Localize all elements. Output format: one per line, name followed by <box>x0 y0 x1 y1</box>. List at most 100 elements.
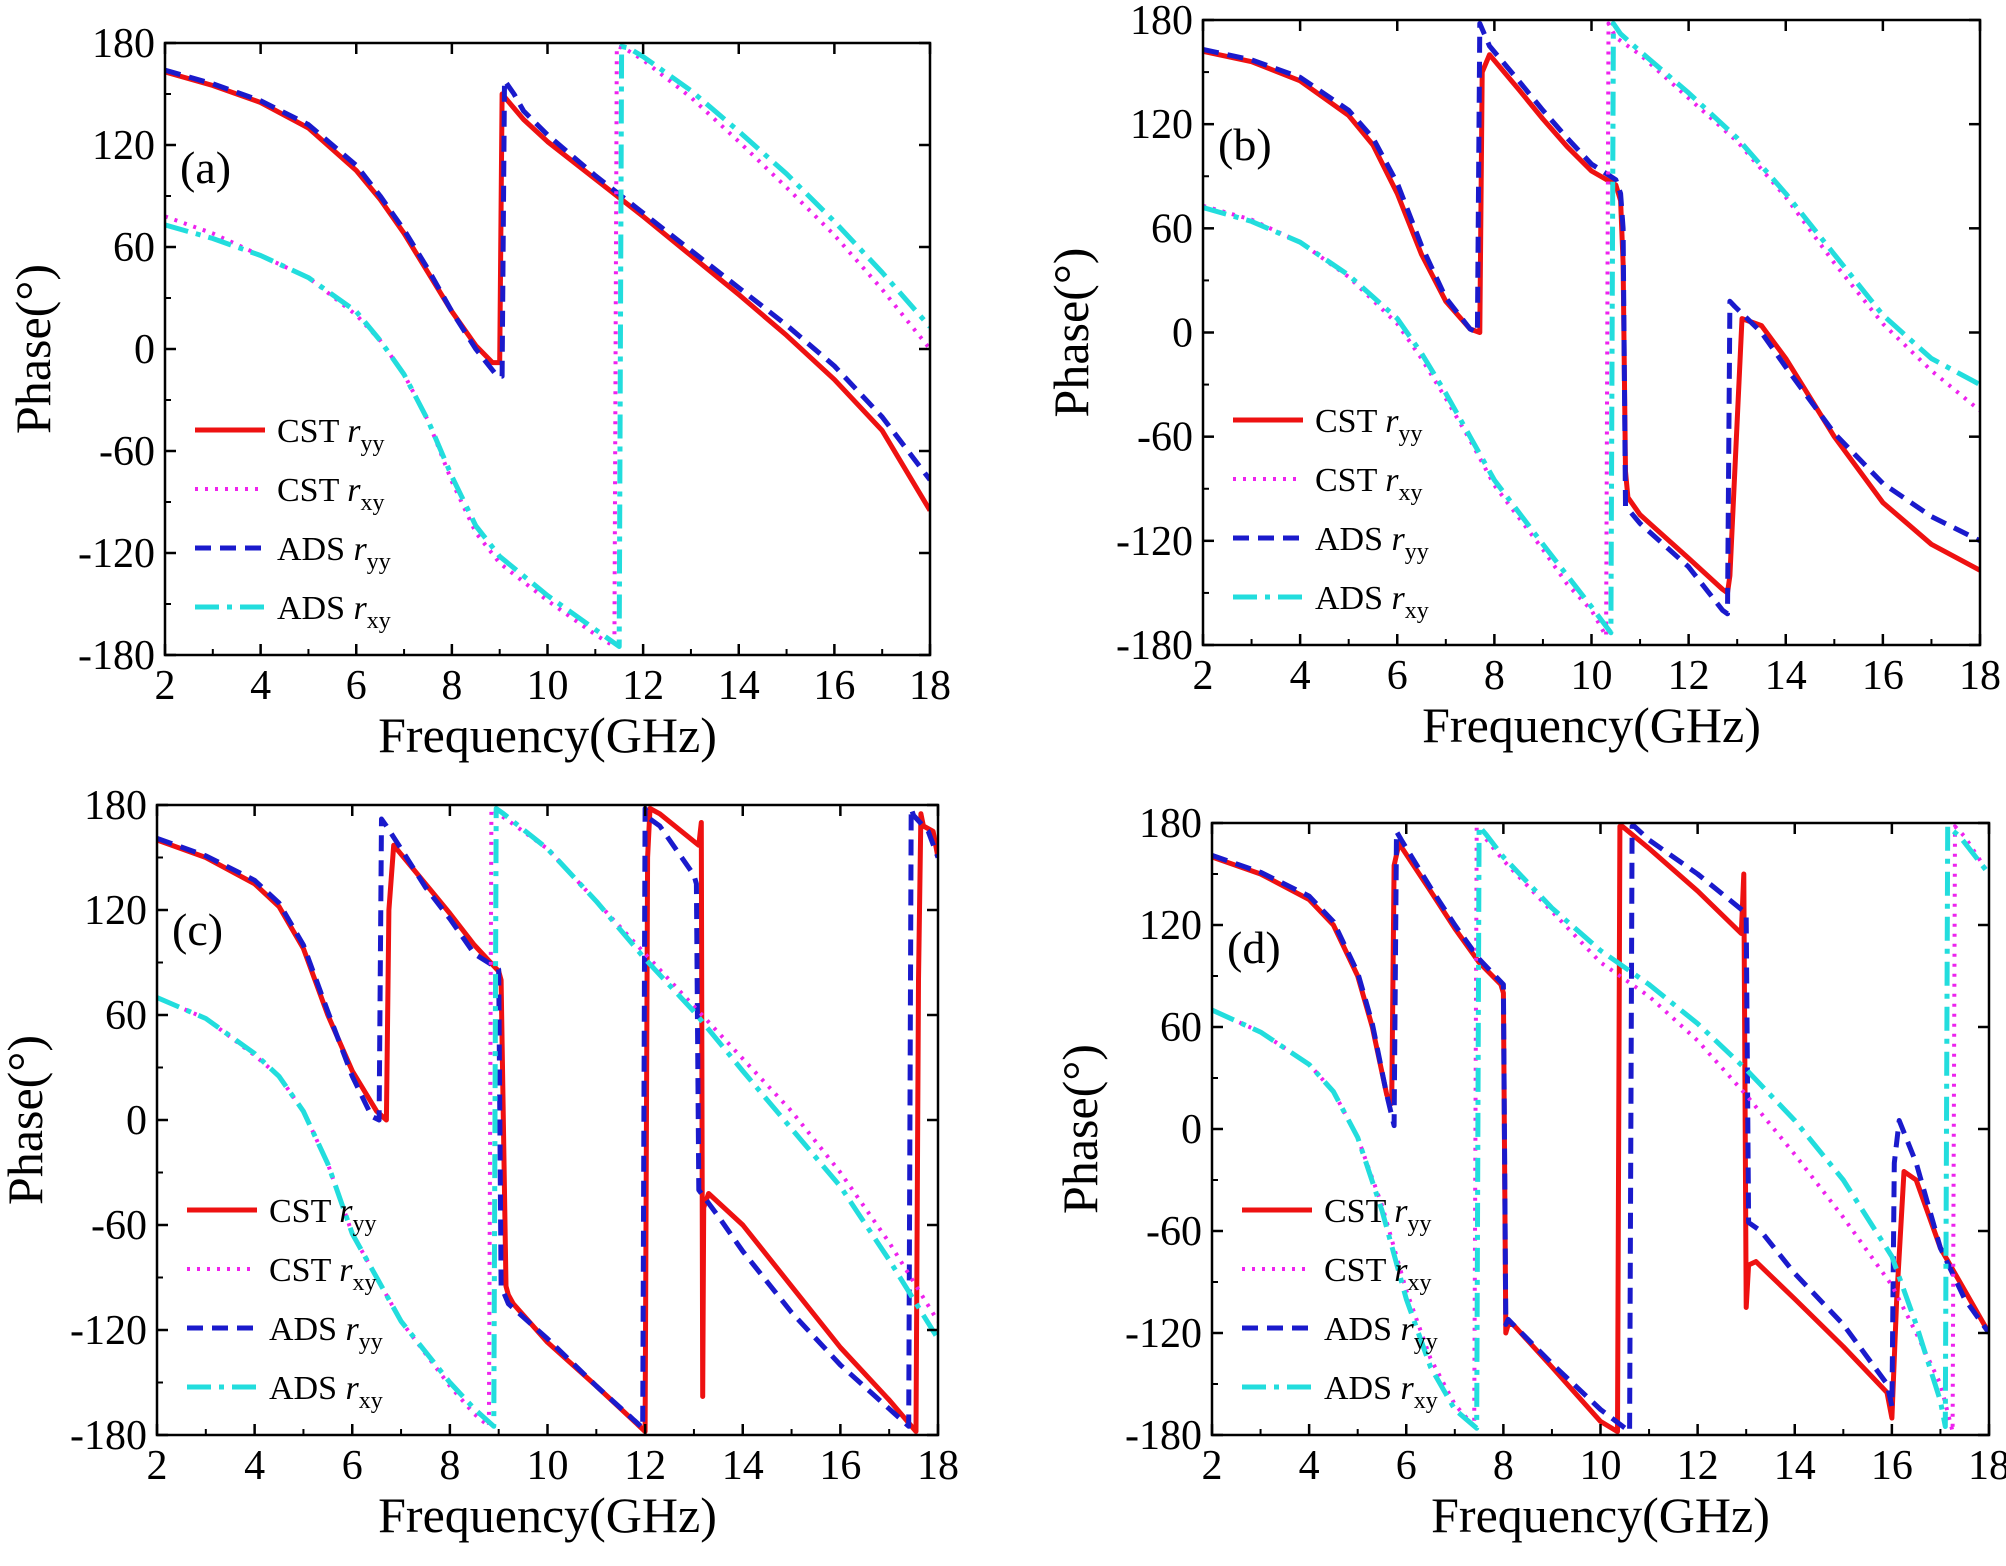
x-tick-label: 2 <box>1193 653 1214 699</box>
x-tick-label: 6 <box>346 663 367 709</box>
y-tick-label: -60 <box>1137 415 1193 461</box>
x-tick-label: 6 <box>1396 1443 1417 1489</box>
y-tick-label: -120 <box>78 531 155 577</box>
x-tick-label: 14 <box>718 663 760 709</box>
series-line-ads-ryy <box>1203 21 1980 617</box>
x-tick-label: 18 <box>1968 1443 2006 1489</box>
x-tick-label: 12 <box>1677 1443 1719 1489</box>
y-tick-label: 180 <box>1130 0 1193 44</box>
y-tick-label: 120 <box>1139 903 1202 949</box>
y-axis-label: Phase(°) <box>1043 248 1099 418</box>
x-axis-label: Frequency(GHz) <box>1422 697 1761 753</box>
legend-entry: CST ryy <box>277 413 384 457</box>
y-tick-label: 120 <box>84 888 147 934</box>
x-tick-label: 18 <box>917 1443 959 1489</box>
x-tick-label: 6 <box>342 1443 363 1489</box>
series-line-ads-rxy <box>157 806 938 1429</box>
x-tick-label: 14 <box>1765 653 1807 699</box>
legend-entry: ADS ryy <box>1315 521 1429 565</box>
x-tick-label: 10 <box>527 1443 569 1489</box>
panel-label: (d) <box>1227 922 1281 973</box>
legend-entry: ADS rxy <box>1324 1370 1438 1414</box>
y-tick-label: -60 <box>91 1203 147 1249</box>
x-tick-label: 18 <box>1959 653 2001 699</box>
y-tick-label: -180 <box>1116 623 1193 669</box>
series-line-ads-ryy <box>1212 823 1989 1435</box>
legend-entry: ADS rxy <box>277 590 391 634</box>
series-line-ads-rxy <box>165 43 930 649</box>
x-tick-label: 16 <box>1871 1443 1913 1489</box>
series-line-cst-ryy <box>157 806 938 1434</box>
legend-entry: ADS rxy <box>1315 580 1429 624</box>
legend: CST ryy CST rxy ADS ryy ADS rxy <box>187 1193 383 1414</box>
x-tick-label: 2 <box>155 663 176 709</box>
series-line-cst-ryy <box>165 69 930 512</box>
legend: CST ryy CST rxy ADS ryy ADS rxy <box>1233 403 1429 624</box>
legend-entry: ADS ryy <box>1324 1311 1438 1355</box>
y-tick-label: -120 <box>1116 519 1193 565</box>
y-tick-label: -120 <box>70 1308 147 1354</box>
y-tick-label: 0 <box>1172 311 1193 357</box>
series-line-ads-rxy <box>1203 21 1980 636</box>
x-tick-label: 8 <box>439 1443 460 1489</box>
legend-entry: ADS rxy <box>269 1370 383 1414</box>
y-tick-label: -180 <box>1125 1413 1202 1459</box>
y-tick-label: -120 <box>1125 1311 1202 1357</box>
x-tick-label: 2 <box>1202 1443 1223 1489</box>
x-axis-label: Frequency(GHz) <box>378 1487 717 1543</box>
x-tick-label: 2 <box>147 1443 168 1489</box>
legend-entry: ADS ryy <box>277 531 391 575</box>
x-tick-label: 16 <box>1862 653 1904 699</box>
panel-label: (b) <box>1218 119 1272 170</box>
x-tick-label: 10 <box>1580 1443 1622 1489</box>
x-tick-label: 8 <box>1484 653 1505 699</box>
x-tick-label: 16 <box>819 1443 861 1489</box>
y-tick-label: 0 <box>1181 1107 1202 1153</box>
panel-c: 2 4 6 8 10 12 14 16 18 180 120 60 0 -60 -120 -180 Freque… <box>0 783 959 1543</box>
series-line-ads-rxy <box>1212 823 1989 1431</box>
legend-entry: CST ryy <box>269 1193 376 1237</box>
y-tick-label: -180 <box>78 633 155 679</box>
y-axis-label: Phase(°) <box>0 1035 53 1205</box>
y-tick-label: 180 <box>92 21 155 67</box>
y-tick-label: -60 <box>99 429 155 475</box>
series-line-cst-ryy <box>1203 48 1980 596</box>
y-tick-label: -60 <box>1146 1209 1202 1255</box>
x-tick-label: 6 <box>1387 653 1408 699</box>
legend-entry: CST rxy <box>1324 1252 1431 1296</box>
x-tick-label: 4 <box>1299 1443 1320 1489</box>
legend: CST ryy CST rxy ADS ryy ADS rxy <box>1242 1193 1438 1414</box>
legend-entry: CST rxy <box>277 472 384 516</box>
panel-a: 2 4 6 8 10 12 14 16 18 180 120 60 0 -60 -120 -180 Freque… <box>5 21 951 763</box>
x-tick-label: 14 <box>722 1443 764 1489</box>
y-tick-label: 120 <box>1130 102 1193 148</box>
panel-b: 2 4 6 8 10 12 14 16 18 180 120 60 0 -60 -120 -180 Freque… <box>1043 0 2001 753</box>
x-tick-label: 12 <box>624 1443 666 1489</box>
legend-entry: ADS ryy <box>269 1311 383 1355</box>
x-axis-label: Frequency(GHz) <box>1431 1487 1770 1543</box>
panel-label: (a) <box>180 142 231 193</box>
legend-entry: CST ryy <box>1315 403 1422 447</box>
y-tick-label: 0 <box>126 1098 147 1144</box>
panel-d: 2 4 6 8 10 12 14 16 18 180 120 60 0 -60 -120 -180 Freque… <box>1052 801 2006 1543</box>
x-tick-label: 16 <box>813 663 855 709</box>
legend-entry: CST rxy <box>269 1252 376 1296</box>
y-tick-label: 60 <box>105 993 147 1039</box>
x-tick-label: 8 <box>441 663 462 709</box>
x-tick-label: 4 <box>244 1443 265 1489</box>
series-line-cst-rxy <box>165 44 930 649</box>
y-axis-label: Phase(°) <box>1052 1044 1108 1214</box>
legend: CST ryy CST rxy ADS ryy ADS rxy <box>195 413 391 634</box>
x-tick-label: 10 <box>1571 653 1613 699</box>
x-tick-label: 14 <box>1774 1443 1816 1489</box>
x-axis-label: Frequency(GHz) <box>378 707 717 763</box>
y-tick-label: 0 <box>134 327 155 373</box>
y-tick-label: 60 <box>1160 1005 1202 1051</box>
y-tick-label: 180 <box>1139 801 1202 847</box>
y-tick-label: 120 <box>92 123 155 169</box>
x-tick-label: 12 <box>1668 653 1710 699</box>
y-tick-label: -180 <box>70 1413 147 1459</box>
panel-label: (c) <box>172 904 223 955</box>
x-tick-label: 18 <box>909 663 951 709</box>
